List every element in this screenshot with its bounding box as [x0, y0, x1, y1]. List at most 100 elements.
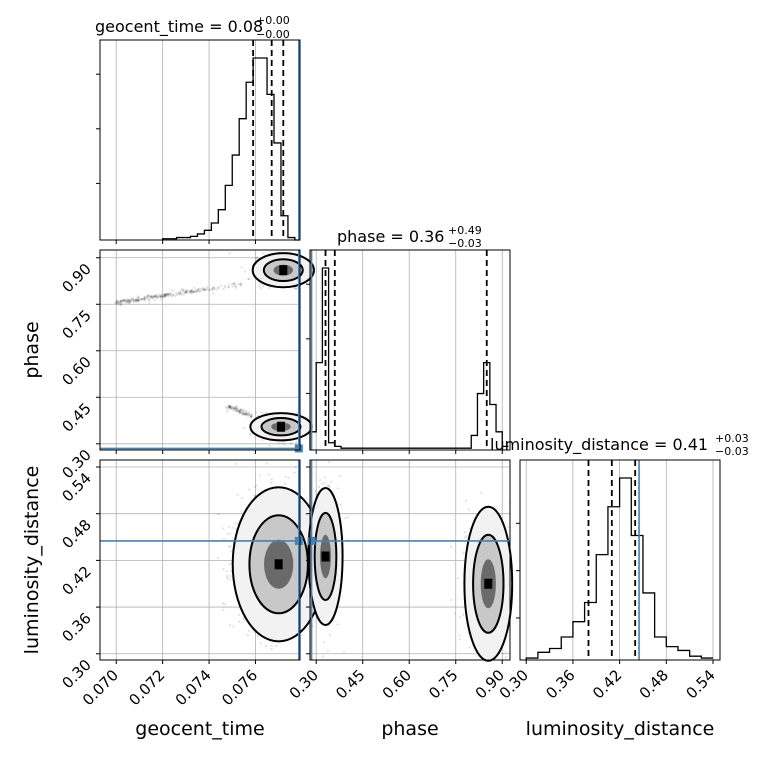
sample-point-ld-vs-geocent — [222, 567, 225, 571]
sample-point-trail-upper — [190, 290, 193, 293]
sample-point-ld-vs-phase — [338, 474, 341, 477]
sample-point-trail-lower — [244, 412, 247, 415]
x-tick-label-luminosity_distance-1: 0.36 — [542, 666, 578, 702]
sample-point-trail-upper — [163, 294, 166, 297]
x-tick-label-phase-3: 0.75 — [425, 666, 461, 702]
hist-bar-luminosity-distance-1 — [538, 652, 550, 660]
y-axis-label-phase: phase — [21, 321, 43, 378]
sample-point-trail-upper — [126, 299, 129, 302]
hist-bar-geocent-time-12 — [246, 82, 253, 240]
sample-point-trail-upper — [176, 293, 179, 296]
sample-point-trail-upper — [194, 289, 197, 292]
sample-point-trail-upper — [208, 288, 212, 291]
sample-point-trail-lower — [244, 410, 247, 413]
sample-point-trail-upper — [179, 289, 182, 292]
sample-point-trail-upper — [198, 290, 201, 294]
sample-point-trail-upper — [219, 284, 223, 287]
sample-point-trail-upper — [139, 298, 143, 301]
sample-point-phase-vs-geocent — [268, 445, 271, 448]
hist-bar-geocent-time-7 — [211, 223, 218, 240]
sample-point-trail-upper — [137, 295, 140, 298]
sample-point-trail-upper — [223, 285, 226, 288]
sample-point-trail-upper — [239, 282, 243, 285]
sample-point-ld-vs-geocent — [226, 576, 229, 580]
sample-point-ld-vs-phase — [507, 525, 510, 528]
sample-point-trail-upper — [121, 299, 124, 303]
hist-bar-luminosity-distance-8 — [620, 478, 632, 660]
sample-point-trail-lower — [249, 415, 253, 418]
sample-point-trail-upper — [155, 293, 158, 296]
sample-point-trail-lower — [238, 409, 241, 412]
sample-point-trail-upper — [116, 301, 119, 304]
sample-point-trail-upper — [128, 298, 131, 302]
sample-point-trail-lower — [229, 406, 232, 409]
sample-point-ld-vs-geocent — [229, 532, 232, 535]
sample-point-trail-upper — [123, 298, 126, 301]
sample-point-trail-upper — [122, 299, 125, 302]
sample-point-trail-upper — [141, 298, 144, 301]
sample-point-trail-lower — [236, 407, 239, 410]
sample-point-trail-upper — [237, 282, 240, 285]
sample-point-ld-vs-phase — [311, 625, 315, 628]
sample-point-trail-upper — [119, 300, 123, 303]
title-geocent-time-sub: −0.00 — [256, 28, 290, 41]
sample-point-ld-vs-geocent — [293, 471, 296, 474]
sample-point-trail-lower — [237, 410, 241, 413]
sample-point-ld-vs-phase — [326, 649, 330, 652]
hist-bar-luminosity-distance-6 — [596, 555, 608, 660]
sample-point-phase-vs-geocent — [295, 287, 298, 290]
frame-ld-vs-geocent — [99, 459, 301, 661]
sample-point-ld-vs-geocent — [255, 484, 258, 487]
sample-point-trail-upper — [177, 291, 180, 294]
sample-point-trail-upper — [167, 292, 170, 295]
sample-point-trail-upper — [143, 299, 146, 302]
sample-point-trail-upper — [227, 286, 231, 289]
sample-point-trail-upper — [123, 298, 126, 301]
sample-point-phase-vs-geocent — [260, 438, 263, 442]
sample-point-ld-vs-phase — [462, 551, 465, 554]
sample-point-trail-lower — [233, 406, 236, 409]
sample-point-trail-upper — [148, 301, 151, 304]
sample-point-trail-lower — [235, 407, 238, 410]
sample-point-phase-vs-geocent — [258, 285, 261, 288]
sample-point-trail-upper — [137, 299, 140, 302]
sample-point-trail-upper — [137, 299, 140, 302]
sample-point-trail-lower — [235, 404, 238, 407]
sample-point-ld-vs-geocent — [270, 477, 273, 481]
sample-point-trail-upper — [184, 290, 187, 294]
sample-point-trail-upper — [183, 291, 187, 295]
sample-point-ld-vs-phase — [320, 482, 324, 485]
sample-point-ld-vs-geocent — [238, 620, 241, 623]
sample-point-trail-upper — [164, 293, 167, 296]
sample-point-trail-upper — [156, 296, 159, 299]
density-peak-ld-vs-phase-1 — [484, 578, 493, 589]
sample-point-ld-vs-phase — [339, 503, 342, 507]
frame-ld-hist — [519, 459, 721, 661]
sample-point-trail-upper — [129, 299, 132, 303]
sample-point-trail-upper — [130, 298, 133, 301]
sample-point-trail-upper — [239, 283, 243, 286]
sample-point-trail-upper — [164, 292, 167, 295]
hist-bar-geocent-time-15 — [267, 94, 274, 240]
sample-point-ld-vs-phase — [328, 633, 332, 637]
hist-bar-geocent-time-5 — [197, 234, 204, 240]
sample-point-phase-vs-geocent — [295, 287, 298, 290]
sample-point-trail-upper — [154, 296, 157, 299]
x-tick-label-phase-2: 0.60 — [379, 666, 415, 702]
sample-point-trail-upper — [134, 299, 137, 302]
panel-phase-vs-geocent-time: 0.300.450.600.750.90 — [58, 249, 315, 482]
sample-point-trail-upper — [143, 297, 146, 300]
sample-point-trail-lower — [244, 411, 248, 414]
density-peak-ld-vs-phase-0 — [321, 551, 330, 562]
sample-point-trail-upper — [128, 301, 131, 304]
sample-point-trail-lower — [229, 404, 232, 407]
sample-point-trail-lower — [225, 407, 229, 410]
sample-point-trail-lower — [227, 408, 230, 411]
panel-phase-histogram — [306, 249, 511, 454]
sample-point-trail-lower — [250, 414, 253, 417]
sample-point-trail-upper — [166, 293, 170, 297]
sample-point-trail-lower — [245, 414, 249, 417]
sample-point-trail-lower — [230, 406, 234, 409]
title-geocent-time-sup: +0.00 — [256, 14, 290, 27]
sample-point-trail-upper — [179, 292, 182, 295]
